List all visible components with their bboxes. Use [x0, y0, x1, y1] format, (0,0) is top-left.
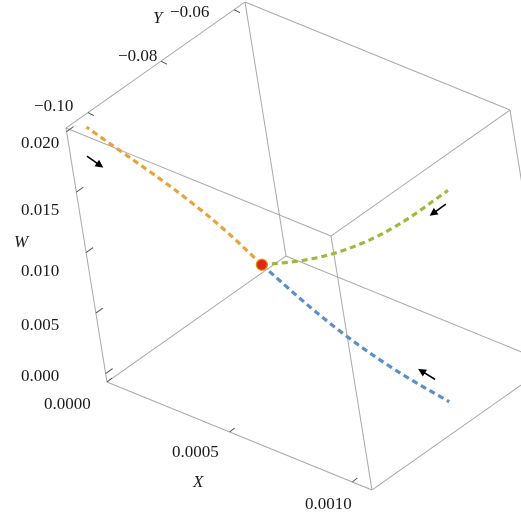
- box-edge: [65, 1, 246, 129]
- x-tick-label: 0.0010: [305, 494, 352, 513]
- box-edge: [509, 109, 521, 182]
- w-axis-label: W: [14, 232, 30, 251]
- box-edge: [330, 235, 373, 491]
- curve-layer: [85, 125, 450, 404]
- x-tick-label: 0.0000: [44, 394, 91, 413]
- y-tick: [87, 112, 95, 117]
- point-layer: [255, 258, 268, 271]
- w-tick: [105, 368, 113, 374]
- w-tick: [85, 247, 94, 253]
- x-tick: [352, 477, 358, 483]
- y-tick-label: −0.06: [170, 2, 209, 21]
- x-axis-label: X: [192, 472, 204, 491]
- box-edge: [106, 381, 373, 491]
- direction-arrow-head-0: [94, 159, 104, 168]
- w-tick: [76, 186, 84, 193]
- direction-arrow-head-1: [418, 368, 427, 377]
- y-tick-label: −0.10: [34, 96, 73, 115]
- w-tick: [66, 126, 74, 133]
- trajectory-curve-0: [85, 125, 263, 266]
- x-tick: [229, 427, 235, 433]
- bounding-box: [65, 1, 521, 491]
- box-edge: [371, 384, 521, 491]
- x-tick-label: 0.0005: [172, 442, 219, 461]
- w-tick-label: 0.000: [21, 366, 59, 385]
- y-tick-label: −0.08: [118, 46, 157, 65]
- box-edge: [106, 255, 287, 383]
- tick-marks: [66, 9, 358, 483]
- trajectory-curve-2: [261, 189, 449, 267]
- box-edge: [65, 127, 332, 237]
- y-tick: [233, 9, 241, 14]
- w-tick-label: 0.005: [21, 315, 59, 334]
- w-tick-label: 0.015: [21, 200, 59, 219]
- w-tick: [95, 307, 104, 314]
- direction-arrow-head-2: [429, 207, 439, 216]
- box-edge: [244, 1, 287, 257]
- y-axis-label: Y: [153, 8, 164, 27]
- box-edge: [65, 127, 108, 383]
- arrow-layer: [86, 155, 447, 381]
- w-tick-label: 0.020: [21, 133, 59, 152]
- y-tick: [160, 60, 168, 65]
- equilibrium-point: [255, 258, 268, 271]
- x-tick: [106, 377, 113, 383]
- trajectory-curve-1: [260, 263, 450, 404]
- box-edge: [285, 255, 521, 353]
- box-edge: [330, 109, 511, 237]
- box-edge: [244, 1, 511, 111]
- w-tick-label: 0.010: [21, 261, 59, 280]
